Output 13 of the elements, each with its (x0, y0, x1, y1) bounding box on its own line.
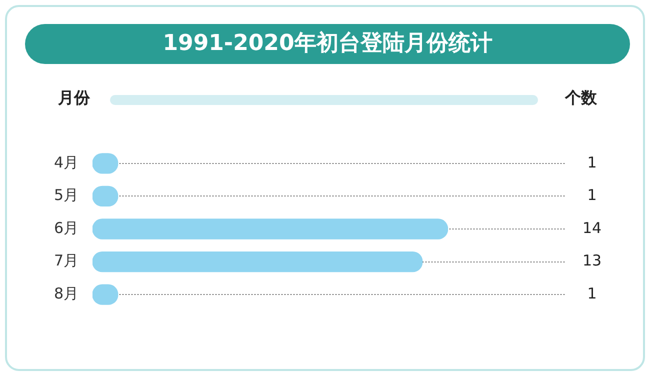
data-label: 13 (582, 252, 602, 270)
y-tick-label: 4月 (54, 153, 79, 172)
data-label: 1 (587, 153, 597, 172)
data-label: 14 (582, 218, 602, 237)
data-label: 1 (587, 284, 597, 302)
chart-title: 1991-2020年初台登陆月份统计 (25, 24, 630, 64)
y-tick-label: 6月 (54, 218, 79, 237)
y-tick-label: 7月 (54, 252, 79, 270)
y-tick-label: 5月 (54, 186, 79, 204)
y-tick-label: 8月 (54, 284, 79, 302)
y-axis-title: 月份 (58, 88, 90, 109)
text: 个数 (565, 88, 597, 109)
data-label: 1 (587, 186, 597, 204)
